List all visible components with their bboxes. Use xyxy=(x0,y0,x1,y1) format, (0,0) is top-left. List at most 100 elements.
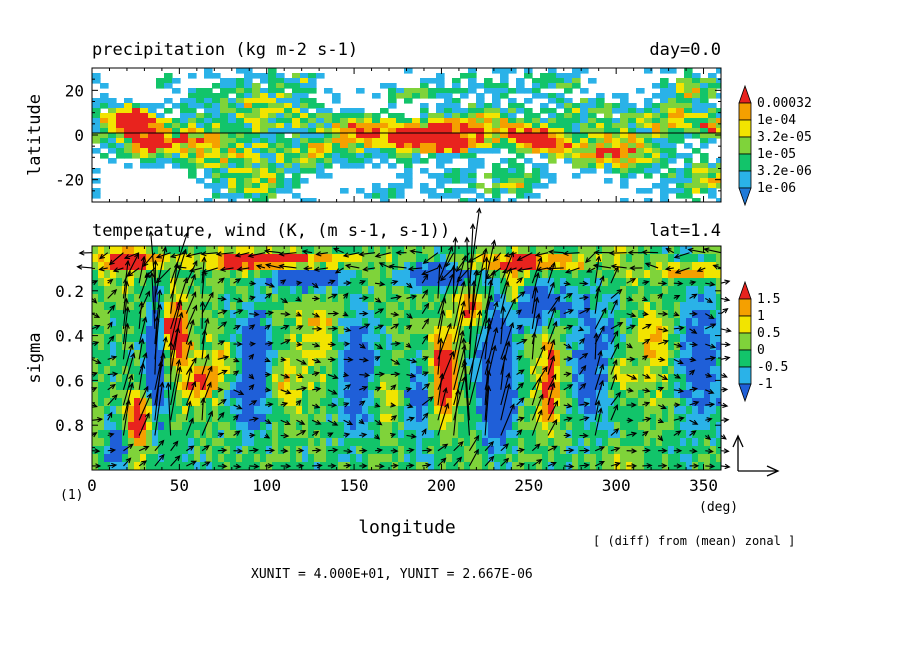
temperature-cell xyxy=(626,422,633,431)
precip-cell xyxy=(340,148,349,154)
temperature-cell xyxy=(674,358,681,367)
temperature-cell xyxy=(572,302,579,311)
precip-cell xyxy=(524,113,533,119)
precip-cell xyxy=(172,88,181,94)
temperature-cell xyxy=(596,294,603,303)
wind-vector-head xyxy=(96,416,104,423)
wind-vector xyxy=(296,387,307,391)
temperature-cell xyxy=(242,302,249,311)
temperature-cell xyxy=(554,342,561,351)
precip-colorbar-label: 1e-05 xyxy=(757,147,796,162)
temperature-cell xyxy=(164,446,171,455)
precip-cell xyxy=(300,83,309,89)
temperature-cell xyxy=(296,454,303,463)
wind-vector-head xyxy=(295,296,302,302)
temperature-cell xyxy=(560,438,567,447)
temperature-cell xyxy=(548,278,555,287)
temperature-cell xyxy=(128,326,135,335)
temperature-cell xyxy=(350,270,357,279)
precip-cell xyxy=(596,123,605,129)
temperature-cell xyxy=(320,318,327,327)
temperature-cell xyxy=(182,310,189,319)
precip-cell xyxy=(100,123,109,129)
temperature-cell xyxy=(422,390,429,399)
temperature-cell xyxy=(332,406,339,415)
temperature-field xyxy=(92,246,721,479)
precip-cell xyxy=(572,158,581,164)
temperature-cell xyxy=(212,326,219,335)
temperature-cell xyxy=(554,254,561,263)
precip-colorbar-label: 1e-04 xyxy=(757,113,796,128)
temperature-cell xyxy=(386,398,393,407)
temperature-cell xyxy=(506,294,513,303)
wind-vector-head xyxy=(233,357,240,363)
temperature-cell xyxy=(350,286,357,295)
colorbar-segment xyxy=(738,119,752,138)
wind-vector xyxy=(185,305,197,330)
temperature-cell xyxy=(710,326,717,335)
temperature-cell xyxy=(380,414,387,423)
temperature-cell xyxy=(620,246,627,255)
temperature-cell xyxy=(620,318,627,327)
precip-cell xyxy=(564,103,573,109)
precip-cell xyxy=(316,108,325,114)
temperature-cell xyxy=(116,470,123,479)
temperature-cell xyxy=(332,438,339,447)
temperature-cell xyxy=(128,262,135,271)
precip-cell xyxy=(268,183,277,189)
temperature-cell xyxy=(278,422,285,431)
temperature-cell xyxy=(176,398,183,407)
temperature-cell xyxy=(572,414,579,423)
precip-cell xyxy=(612,103,621,109)
precip-cell xyxy=(132,138,141,144)
temperature-cell xyxy=(578,310,585,319)
temperature-cell xyxy=(236,342,243,351)
temperature-cell xyxy=(710,310,717,319)
temperature-cell xyxy=(236,414,243,423)
precip-cell xyxy=(316,148,325,154)
temperature-cell xyxy=(686,358,693,367)
temperature-cell xyxy=(230,446,237,455)
temperature-cell xyxy=(278,382,285,391)
temperature-cell xyxy=(284,406,291,415)
wind-vector-head xyxy=(218,411,225,418)
temperature-cell xyxy=(104,446,111,455)
temperature-cell xyxy=(584,454,591,463)
temperature-cell xyxy=(554,430,561,439)
temperature-cell xyxy=(566,302,573,311)
temperature-cell xyxy=(416,262,423,271)
temperature-cell xyxy=(266,262,273,271)
precip-cell xyxy=(500,88,509,94)
temperature-cell xyxy=(164,342,171,351)
precip-cell xyxy=(516,148,525,154)
temperature-cell xyxy=(416,422,423,431)
temperature-cell xyxy=(134,246,141,255)
temperature-cell xyxy=(212,294,219,303)
precip-cell xyxy=(300,133,309,139)
precip-cell xyxy=(236,123,245,129)
temperature-cell xyxy=(272,270,279,279)
temperature-cell xyxy=(386,246,393,255)
precip-cell xyxy=(620,178,629,184)
temperature-cell xyxy=(626,302,633,311)
precip-cell xyxy=(708,108,717,114)
precip-cell xyxy=(380,153,389,159)
precip-cell xyxy=(380,158,389,164)
precip-cell xyxy=(372,143,381,149)
precip-cell xyxy=(356,118,365,124)
temperature-cell xyxy=(188,358,195,367)
temperature-cell xyxy=(464,462,471,470)
wind-vector xyxy=(113,267,124,272)
precip-cell xyxy=(612,148,621,154)
wind-vector-head xyxy=(191,357,197,364)
temperature-cell xyxy=(458,246,465,255)
precip-cell xyxy=(308,128,317,134)
temperature-cell xyxy=(344,374,351,383)
temperature-cell xyxy=(470,414,477,423)
precip-cell xyxy=(452,128,461,134)
temperature-cell xyxy=(296,262,303,271)
temperature-cell xyxy=(590,334,597,343)
temperature-cell xyxy=(134,446,141,455)
precip-cell xyxy=(236,143,245,149)
precip-cell xyxy=(476,118,485,124)
